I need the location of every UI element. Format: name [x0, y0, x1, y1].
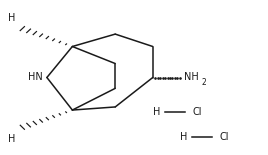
Text: HN: HN: [28, 73, 43, 82]
Text: Cl: Cl: [220, 132, 229, 142]
Text: Cl: Cl: [193, 107, 202, 117]
Text: H: H: [180, 132, 187, 142]
Text: H: H: [8, 13, 16, 23]
Text: NH: NH: [184, 73, 199, 82]
Text: H: H: [8, 135, 16, 144]
Text: 2: 2: [201, 78, 206, 87]
Text: H: H: [153, 107, 161, 117]
